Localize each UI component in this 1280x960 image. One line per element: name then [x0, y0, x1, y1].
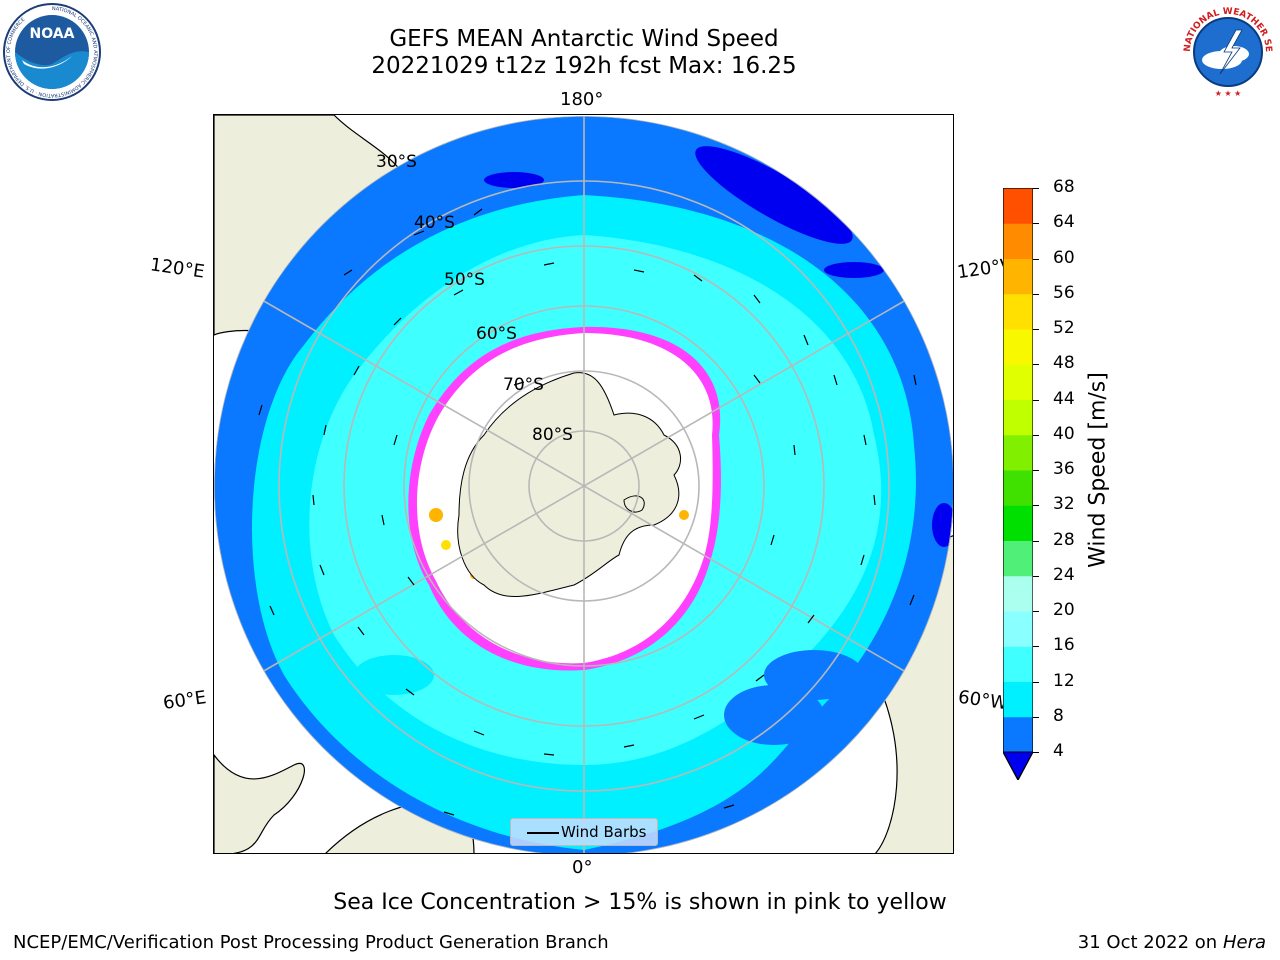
colorbar-segment [1003, 434, 1033, 471]
svg-text:★ ★ ★: ★ ★ ★ [1215, 89, 1242, 98]
colorbar-border [1002, 187, 1034, 782]
colorbar-tick-label: 40 [1053, 423, 1075, 444]
colorbar-tick-label: 36 [1053, 459, 1075, 479]
legend-label: Wind Barbs [561, 823, 647, 841]
colorbar-segment [1003, 646, 1033, 682]
lat-label-40s: 40°S [414, 213, 455, 233]
colorbar-tick-label: 4 [1053, 741, 1064, 761]
wind-field-below-4 [695, 146, 853, 244]
colorbar-label: Wind Speed [m/s] [1085, 372, 1111, 568]
colorbar-tick-mark [1033, 293, 1039, 295]
colorbar-tick-mark [1033, 188, 1039, 189]
colorbar-tick-mark [1033, 716, 1039, 718]
polar-map-svg [214, 115, 953, 853]
title-line-2: 20221029 t12z 192h fcst Max: 16.25 [371, 53, 797, 79]
lat-label-80s: 80°S [532, 425, 573, 445]
colorbar-tick-label: 12 [1053, 670, 1075, 691]
colorbar-segment [1003, 329, 1033, 365]
nws-logo: NATIONAL WEATHER SERVICE ★ ★ ★ [1175, 0, 1278, 102]
colorbar-segment [1003, 188, 1033, 224]
land-africa [214, 754, 305, 853]
colorbar-tick-mark [1033, 681, 1039, 683]
colorbar-tick-mark [1033, 752, 1039, 753]
colorbar-tick-mark [1033, 329, 1039, 330]
colorbar-extend-triangle [1002, 751, 1034, 782]
map-legend: Wind Barbs [510, 818, 658, 846]
colorbar-segment [1003, 293, 1033, 330]
lat-label-30s: 30°S [376, 152, 417, 172]
colorbar [1002, 187, 1034, 782]
legend-line-sample [527, 832, 559, 834]
polar-map [213, 114, 954, 854]
title-line-1: GEFS MEAN Antarctic Wind Speed [389, 26, 779, 52]
colorbar-tick-mark [1033, 258, 1039, 260]
colorbar-segment [1003, 399, 1033, 436]
footer-host: Hera [1222, 932, 1266, 953]
colorbar-tick-mark [1033, 364, 1039, 366]
noaa-logo: NOAA NATIONAL OCEANIC AND ATMOSPHERIC AD… [2, 2, 102, 102]
colorbar-segment [1003, 681, 1033, 718]
footer-date: 31 Oct 2022 on Hera [1078, 932, 1266, 953]
colorbar-tick-label: 8 [1053, 705, 1064, 726]
wind-barbs [258, 208, 917, 816]
graticule [214, 116, 953, 853]
lat-label-50s: 50°S [444, 270, 485, 290]
colorbar-tick-mark [1033, 470, 1039, 471]
colorbar-tick-mark [1033, 505, 1039, 507]
colorbar-segment [1003, 364, 1033, 400]
colorbar-tick-mark [1033, 575, 1039, 577]
colorbar-tick-label: 24 [1053, 564, 1075, 585]
colorbar-tick-mark [1033, 611, 1039, 612]
colorbar-tick-mark [1033, 399, 1039, 401]
colorbar-segment [1003, 716, 1033, 753]
colorbar-svg [1002, 187, 1034, 782]
colorbar-tick-mark [1033, 434, 1039, 436]
colorbar-tick-label: 64 [1053, 212, 1075, 233]
colorbar-tick-label: 32 [1053, 494, 1075, 515]
colorbar-segment [1003, 505, 1033, 541]
colorbar-tick-label: 68 [1053, 177, 1075, 197]
colorbar-tick-label: 56 [1053, 282, 1075, 303]
colorbar-tick-mark [1033, 646, 1039, 648]
colorbar-tick-label: 60 [1053, 247, 1075, 268]
colorbar-segment [1003, 258, 1033, 295]
colorbar-segment [1003, 223, 1033, 259]
colorbar-tick-mark [1033, 223, 1039, 225]
lon-label-60w: 60°W [956, 686, 1009, 715]
colorbar-tick-mark [1033, 540, 1039, 542]
colorbar-segment [1003, 575, 1033, 612]
lat-label-70s: 70°S [503, 375, 544, 395]
colorbar-segment [1003, 540, 1033, 577]
colorbar-tick-label: 48 [1053, 353, 1075, 374]
footer-date-text: 31 Oct 2022 on [1077, 932, 1218, 953]
colorbar-tick-label: 28 [1053, 529, 1075, 550]
footer-branch: NCEP/EMC/Verification Post Processing Pr… [13, 932, 609, 953]
lon-label-0: 0° [572, 857, 593, 878]
colorbar-tick-label: 52 [1053, 318, 1075, 338]
colorbar-tick-label: 16 [1053, 635, 1075, 656]
colorbar-tick-label: 20 [1053, 600, 1075, 620]
lon-label-60e: 60°E [161, 687, 208, 714]
lon-label-180: 180° [560, 89, 604, 110]
lat-label-60s: 60°S [476, 324, 517, 344]
chart-title: GEFS MEAN Antarctic Wind Speed 20221029 … [0, 26, 1168, 80]
colorbar-tick-label: 44 [1053, 388, 1075, 409]
colorbar-segment [1003, 611, 1033, 647]
colorbar-segment [1003, 470, 1033, 506]
land-antarctica [457, 372, 682, 597]
lon-label-120e: 120°E [148, 254, 206, 283]
svg-text:NOAA: NOAA [30, 26, 75, 42]
sea-ice-caption: Sea Ice Concentration > 15% is shown in … [333, 890, 947, 915]
